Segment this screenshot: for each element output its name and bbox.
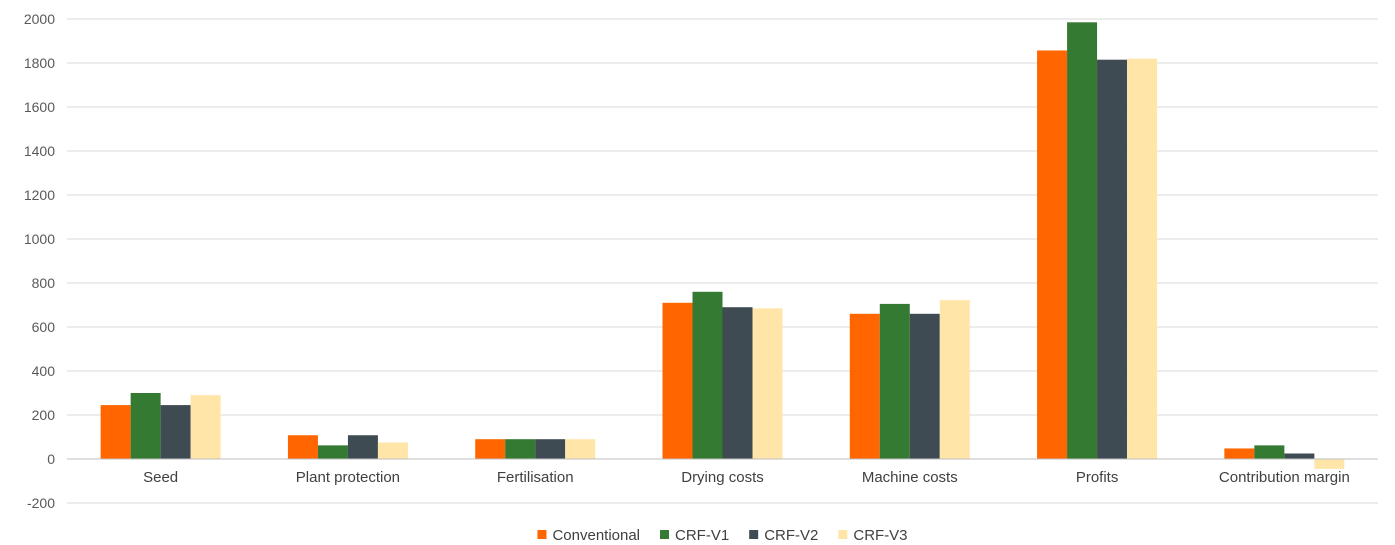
bar-crf-v2 bbox=[160, 405, 191, 459]
legend: Conventional CRF-V1 CRF-V2 CRF-V3 bbox=[537, 527, 908, 544]
bar-crf-v3 bbox=[190, 395, 221, 459]
bar-crf-v2 bbox=[909, 313, 940, 459]
bar-crf-v1 bbox=[1254, 445, 1285, 459]
legend-swatch-crf-v3 bbox=[838, 530, 848, 539]
category-labels: Seed Plant protection Fertilisation Drying … bbox=[143, 469, 1350, 486]
bar-conventional bbox=[849, 313, 880, 459]
y-tick-label: 200 bbox=[32, 407, 56, 423]
y-tick-label: 400 bbox=[32, 363, 56, 379]
y-tick-label: 1600 bbox=[24, 99, 55, 115]
bar-crf-v1 bbox=[505, 439, 536, 459]
bar-crf-v3 bbox=[377, 442, 408, 459]
legend-label: CRF-V1 bbox=[675, 527, 729, 544]
legend-label: Conventional bbox=[552, 527, 640, 544]
bar-crf-v3 bbox=[752, 308, 783, 459]
bar-crf-v2 bbox=[535, 439, 566, 459]
bar-conventional bbox=[287, 435, 318, 459]
category-label: Machine costs bbox=[862, 469, 958, 486]
legend-swatch-crf-v1 bbox=[660, 530, 670, 539]
legend-swatch-conventional bbox=[537, 530, 547, 539]
bars bbox=[100, 22, 1345, 469]
legend-label: CRF-V3 bbox=[853, 527, 907, 544]
bar-conventional bbox=[100, 405, 131, 459]
category-label: Drying costs bbox=[681, 469, 764, 486]
y-axis-ticks: -200 0 200 400 600 800 1000 1200 1400 1600 1800 200… bbox=[24, 11, 55, 511]
bar-crf-v2 bbox=[1097, 59, 1128, 459]
bar-crf-v3 bbox=[1314, 459, 1345, 469]
bar-crf-v1 bbox=[1067, 22, 1098, 460]
category-label: Plant protection bbox=[296, 469, 400, 486]
bar-crf-v1 bbox=[879, 303, 910, 459]
category-label: Fertilisation bbox=[497, 469, 574, 486]
category-label: Seed bbox=[143, 469, 178, 486]
y-tick-label: 2000 bbox=[24, 11, 55, 27]
category-label: Contribution margin bbox=[1219, 469, 1350, 486]
legend-label: CRF-V2 bbox=[764, 527, 818, 544]
bar-crf-v1 bbox=[130, 393, 161, 459]
y-tick-label: 0 bbox=[47, 451, 55, 467]
bar-crf-v3 bbox=[939, 300, 970, 459]
bar-crf-v2 bbox=[347, 435, 378, 459]
category-label: Profits bbox=[1076, 469, 1119, 486]
bar-crf-v2 bbox=[1284, 453, 1315, 459]
bar-conventional bbox=[475, 439, 506, 459]
y-tick-label: 1800 bbox=[24, 55, 55, 71]
gridlines bbox=[67, 18, 1378, 504]
bar-conventional bbox=[1224, 448, 1255, 459]
y-tick-label: 600 bbox=[32, 319, 56, 335]
bar-crf-v3 bbox=[1127, 58, 1158, 459]
bar-crf-v3 bbox=[565, 439, 596, 459]
legend-swatch-crf-v2 bbox=[749, 530, 759, 539]
bar-crf-v1 bbox=[692, 291, 723, 459]
bar-conventional bbox=[662, 302, 693, 459]
y-tick-label: -200 bbox=[27, 495, 55, 511]
bar-conventional bbox=[1037, 50, 1068, 460]
y-tick-label: 800 bbox=[32, 275, 56, 291]
y-tick-label: 1400 bbox=[24, 143, 55, 159]
bar-crf-v1 bbox=[317, 445, 348, 459]
bar-crf-v2 bbox=[722, 307, 753, 459]
y-tick-label: 1000 bbox=[24, 231, 55, 247]
y-tick-label: 1200 bbox=[24, 187, 55, 203]
